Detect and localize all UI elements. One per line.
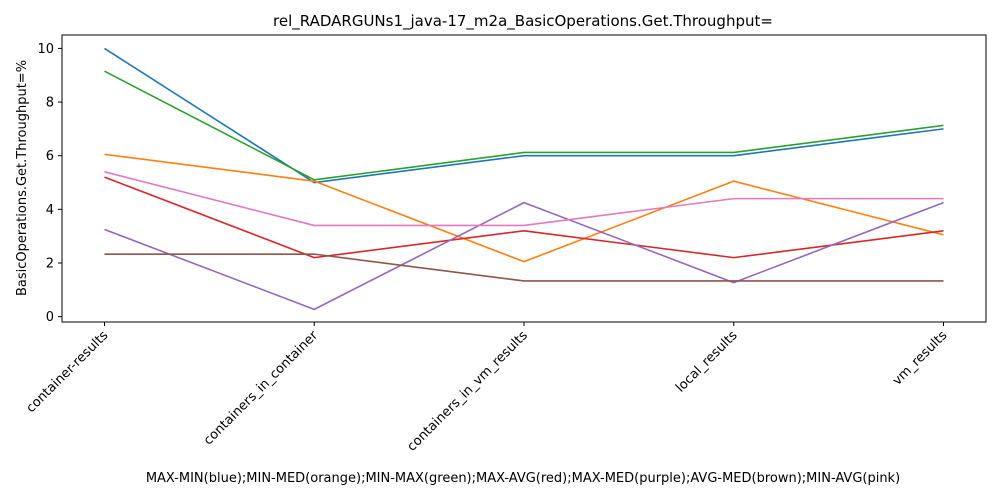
y-axis-label: BasicOperations.Get.Throughput=% bbox=[15, 60, 30, 296]
x-tick-label: containers_in_vm_results bbox=[405, 328, 531, 454]
x-tick-label: vm_results bbox=[890, 328, 951, 389]
plot-area-frame bbox=[61, 34, 987, 323]
series-line-2 bbox=[104, 70, 944, 181]
series-layer bbox=[104, 47, 944, 311]
x-tick-label: local_results bbox=[673, 328, 741, 396]
y-axis: 0 2 4 6 8 10 bbox=[37, 42, 62, 325]
x-axis-label: MAX-MIN(blue);MIN-MED(orange);MIN-MAX(gr… bbox=[146, 471, 900, 486]
series-line-0 bbox=[104, 47, 944, 184]
x-tick-label: containers_in_container bbox=[201, 328, 322, 449]
x-tick-label: container-results bbox=[24, 328, 112, 416]
y-tick-label: 8 bbox=[46, 96, 54, 111]
x-axis: container-results containers_in_container… bbox=[24, 322, 951, 455]
series-line-4 bbox=[104, 201, 944, 311]
chart-title: rel_RADARGUNs1_java-17_m2a_BasicOperatio… bbox=[273, 12, 773, 31]
series-line-5 bbox=[104, 253, 944, 282]
y-tick-label: 2 bbox=[46, 256, 54, 271]
y-tick-label: 6 bbox=[46, 149, 54, 164]
series-line-1 bbox=[104, 153, 944, 263]
y-tick-label: 0 bbox=[46, 310, 54, 325]
series-line-6 bbox=[104, 171, 944, 227]
series-line-3 bbox=[104, 176, 944, 259]
y-tick-label: 4 bbox=[46, 203, 54, 218]
y-tick-label: 10 bbox=[37, 42, 54, 57]
